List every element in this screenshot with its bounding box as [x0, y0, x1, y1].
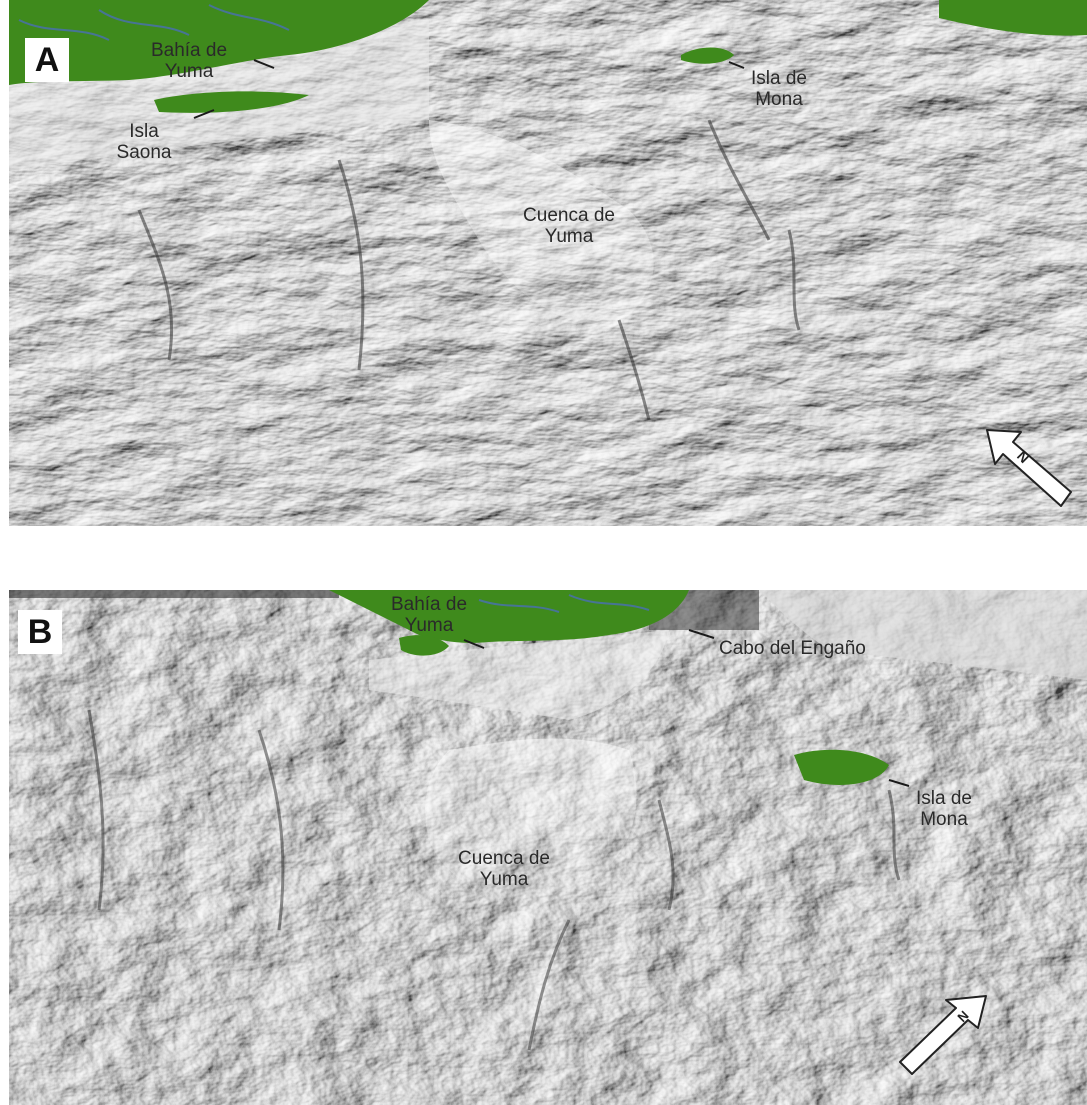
- panel-a-relief-map: A Bahía de Yuma Isla Saona Isla de Mona …: [9, 0, 1087, 526]
- panel-a-letter: A: [25, 38, 69, 82]
- panel-b-relief-map: B Bahía de Yuma Cabo del Engaño Isla de …: [9, 590, 1087, 1105]
- label-bahia-de-yuma: Bahía de Yuma: [390, 594, 468, 636]
- label-cuenca-de-yuma: Cuenca de Yuma: [458, 848, 550, 890]
- label-bahia-de-yuma: Bahía de Yuma: [150, 40, 228, 82]
- north-arrow-icon: N: [899, 995, 987, 1075]
- north-arrow-icon: N: [986, 429, 1072, 507]
- label-cabo-del-engano: Cabo del Engaño: [719, 638, 866, 659]
- label-isla-de-mona: Isla de Mona: [751, 68, 807, 110]
- panel-a-terrain-image: [9, 0, 1087, 526]
- label-cuenca-de-yuma: Cuenca de Yuma: [523, 205, 615, 247]
- label-isla-saona: Isla Saona: [116, 121, 172, 163]
- panel-b-letter: B: [18, 610, 62, 654]
- label-isla-de-mona: Isla de Mona: [916, 788, 972, 830]
- panel-b-terrain-image: [9, 590, 1087, 1105]
